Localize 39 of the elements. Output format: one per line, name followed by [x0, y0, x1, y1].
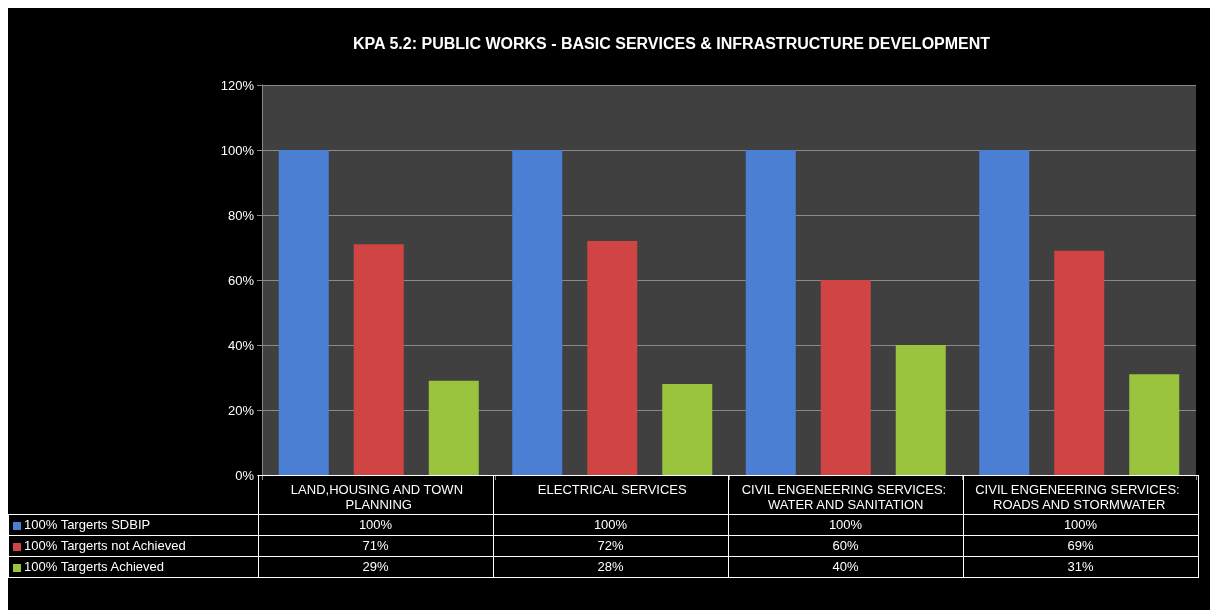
y-tick-label: 40%: [227, 337, 255, 353]
legend-label: 100% Targerts Achieved: [8, 556, 258, 577]
data-label: 29%: [258, 556, 493, 577]
data-label: 71%: [258, 535, 493, 556]
x-tick-label: LAND,HOUSING AND TOWN PLANNING: [290, 482, 467, 512]
data-label: 100%: [493, 514, 728, 535]
bar: [895, 345, 946, 475]
y-tick-label: 60%: [227, 272, 255, 288]
data-label: 100%: [258, 514, 493, 535]
data-label: 69%: [963, 535, 1198, 556]
bar: [745, 150, 796, 475]
y-tick-label: 120%: [220, 77, 255, 93]
data-label: 31%: [963, 556, 1198, 577]
bar: [353, 244, 404, 475]
y-tick-label: 20%: [227, 402, 255, 418]
legend-label: 100% Targerts SDBIP: [8, 514, 258, 535]
bar: [662, 384, 713, 475]
bar: [820, 280, 871, 475]
data-label: 60%: [728, 535, 963, 556]
x-tick-label: ELECTRICAL SERVICES: [537, 482, 687, 497]
y-tick-label: 0%: [235, 467, 255, 483]
data-label: 40%: [728, 556, 963, 577]
bar: [512, 150, 563, 475]
y-tick-label: 80%: [227, 207, 255, 223]
bar: [979, 150, 1030, 475]
bar: [1129, 374, 1180, 475]
data-label: 28%: [493, 556, 728, 577]
bar: [278, 150, 329, 475]
bar: [1054, 250, 1105, 475]
chart-title: KPA 5.2: PUBLIC WORKS - BASIC SERVICES & INFRASTRUCTURE DEVELOPMENT: [353, 34, 991, 52]
data-label: 100%: [963, 514, 1198, 535]
x-tick-label: CIVIL ENGENEERING SERVICES: ROADS AND STORMWATER: [975, 482, 1184, 512]
data-label: 72%: [493, 535, 728, 556]
y-tick-label: 100%: [220, 142, 255, 158]
bar: [587, 241, 638, 475]
data-label: 100%: [728, 514, 963, 535]
bar: [428, 380, 479, 475]
x-tick-label: CIVIL ENGENEERING SERVICES: WATER AND SANITATION: [741, 482, 950, 512]
legend-label: 100% Targerts not Achieved: [8, 535, 258, 556]
